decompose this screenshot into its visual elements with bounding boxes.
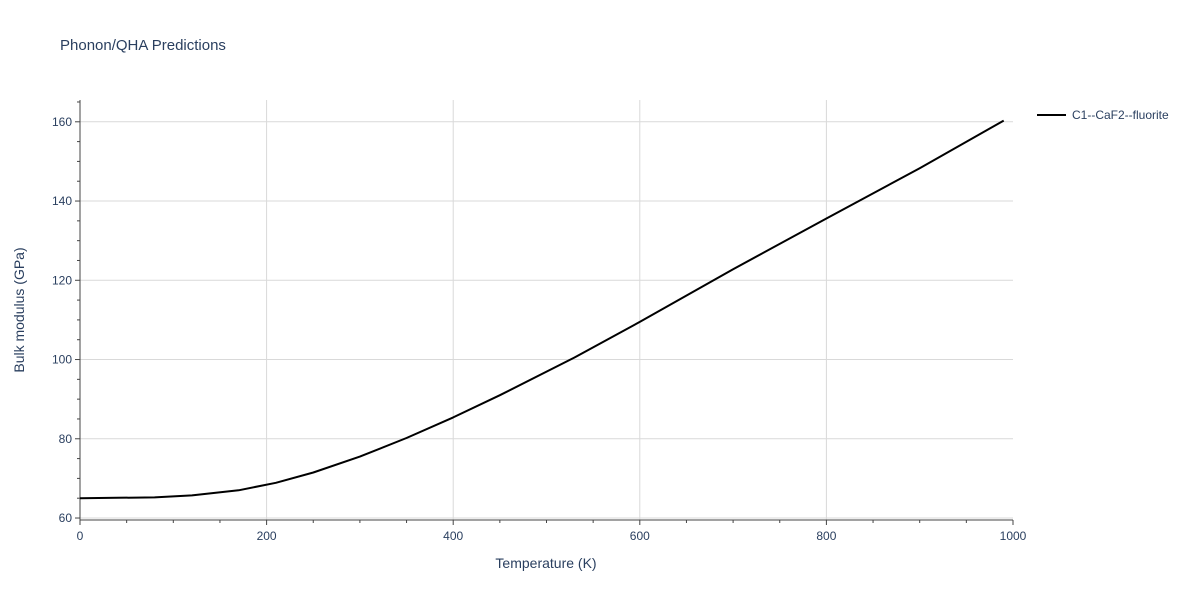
y-tick-label: 100 — [52, 353, 72, 367]
series-layer — [79, 119, 1005, 500]
x-tick-label: 200 — [257, 529, 277, 543]
y-tick-label: 80 — [59, 432, 73, 446]
x-tick-label: 600 — [630, 529, 650, 543]
y-tick-label: 140 — [52, 194, 72, 208]
chart-title: Phonon/QHA Predictions — [60, 37, 226, 54]
legend-label: C1--CaF2--fluorite — [1072, 108, 1169, 122]
x-tick-label: 1000 — [1000, 529, 1027, 543]
axes: 0 200 400 600 800 1000 60 80 100 120 140 160 — [52, 100, 1027, 543]
series-line — [79, 119, 1005, 500]
legend[interactable]: C1--CaF2--fluorite — [1037, 108, 1169, 122]
x-tick-label: 400 — [443, 529, 463, 543]
y-tick-label: 120 — [52, 273, 72, 287]
x-axis-title: Temperature (K) — [495, 555, 596, 571]
y-tick-label: 60 — [59, 511, 73, 525]
y-tick-label: 160 — [52, 115, 72, 129]
x-tick-label: 0 — [77, 529, 84, 543]
y-axis-title: Bulk modulus (GPa) — [11, 247, 27, 372]
x-tick-label: 800 — [816, 529, 836, 543]
grid — [80, 100, 1013, 520]
